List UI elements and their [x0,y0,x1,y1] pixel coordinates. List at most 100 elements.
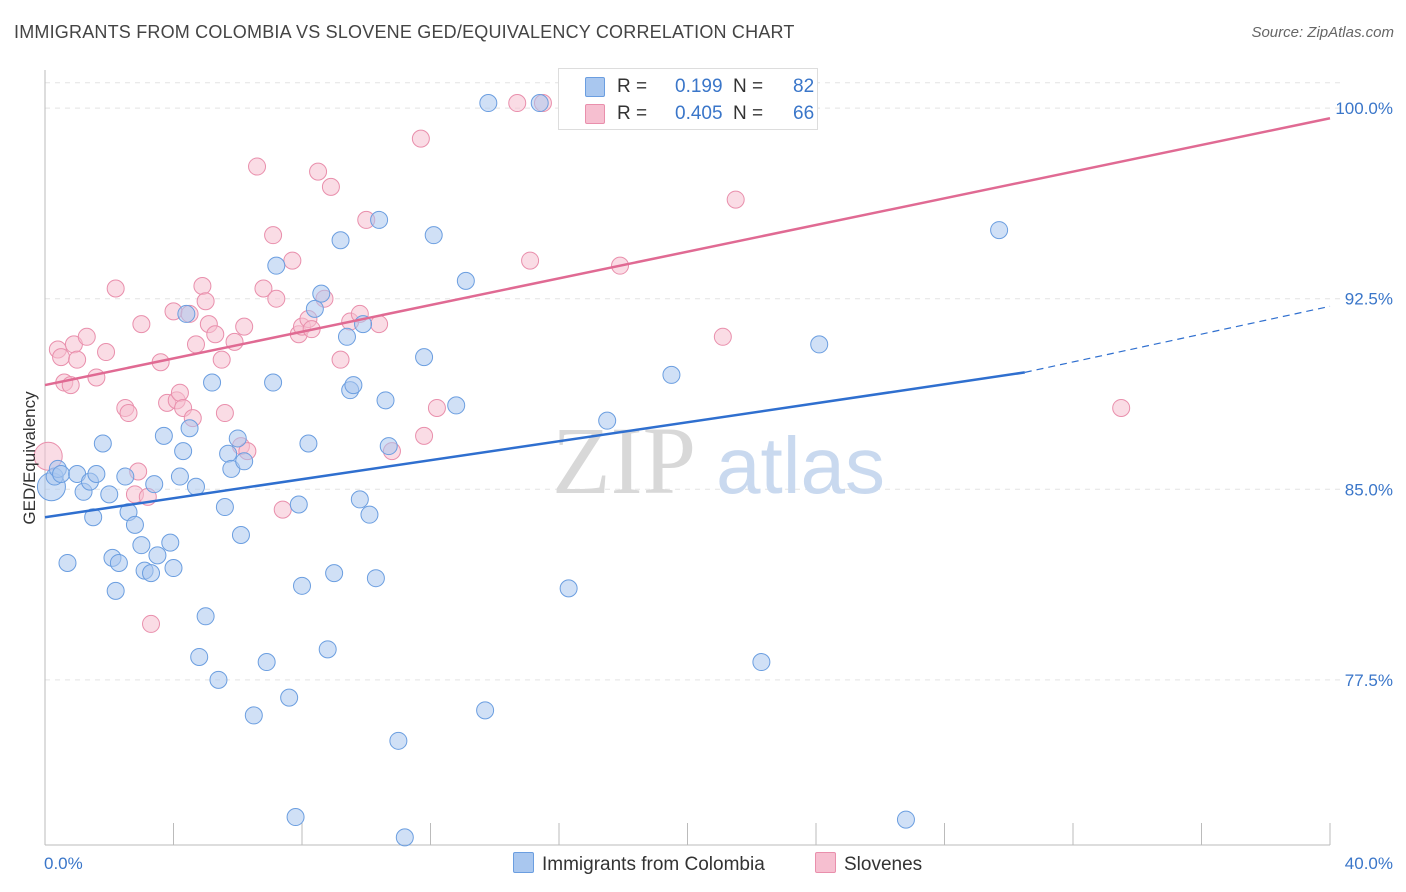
y-tick-label: 92.5% [1345,290,1393,309]
colombia-point [325,564,344,583]
bottom-legend-label: Immigrants from Colombia [542,854,765,875]
colombia-point [312,284,331,303]
legend-n-value: 82 [793,76,815,97]
slovene-point [713,327,732,346]
colombia-point [289,495,308,514]
slovene-point [97,343,116,362]
slovene-point [267,289,286,308]
colombia-point [180,419,199,438]
colombia-point [662,365,681,384]
colombia-point [219,444,238,463]
colombia-point [228,429,247,448]
bottom-legend-swatch-blue [513,852,534,873]
slovene-point [196,292,215,311]
slovene-point [726,190,745,209]
source-label: Source: ZipAtlas.com [1251,24,1394,41]
colombia-point [190,647,209,666]
stats-legend: R = 0.199 N = 82 R = 0.405 N = 66 [558,68,818,130]
colombia-point [896,810,915,829]
x-tick-label: 40.0% [1345,854,1393,873]
colombia-point [93,434,112,453]
slovene-point [170,383,189,402]
colombia-point [598,411,617,430]
slovene-point [52,348,71,367]
colombia-point [164,559,183,578]
colombia-point [235,452,254,471]
colombia-point [424,226,443,245]
bottom-legend-colombia: Immigrants from Colombia [513,852,765,876]
colombia-point [299,434,318,453]
colombia-point [196,607,215,626]
legend-swatch-blue [585,77,605,97]
colombia-point [305,299,324,318]
slovene-point [212,350,231,369]
colombia-point [177,304,196,323]
slovene-point [1112,398,1131,417]
colombia-point [293,576,311,595]
colombia-point [231,526,250,544]
colombia-point [209,670,228,689]
colombia-point [479,94,498,113]
slovene-point [415,426,434,445]
slovene-point [508,94,527,113]
slovene-point [273,500,292,519]
legend-swatch-pink [585,104,605,124]
slovene-point [321,177,340,196]
colombia-point [84,508,103,527]
colombia-point [106,581,125,600]
slovene-point [309,162,328,181]
slovene-point [248,157,267,176]
colombia-point [379,437,398,456]
colombia-point [376,391,395,410]
colombia-point [142,564,161,583]
colombia-point [116,467,135,486]
colombia-point [154,426,173,445]
colombia-point [447,396,466,415]
colombia-point [203,373,222,392]
colombia-point [337,327,356,346]
colombia-point [132,536,151,555]
colombia-trend-line [44,371,1025,519]
colombia-point [366,569,385,588]
colombia-point [559,579,578,598]
colombia-point [389,731,408,750]
colombia-point [170,467,189,486]
slovene-point [186,335,205,354]
legend-n-value: 66 [793,103,815,124]
slovene-point [331,350,350,369]
colombia-point [810,335,829,354]
bottom-legend-slovenes: Slovenes [815,852,922,876]
colombia-point [280,688,299,707]
colombia-point [174,442,193,461]
slovene-trend-line [44,117,1331,387]
colombia-point [318,640,337,659]
colombia-trend-extension [1024,305,1331,373]
colombia-point [125,515,144,534]
watermark-atlas: atlas [716,421,885,510]
colombia-point [286,808,305,827]
colombia-point [476,701,495,720]
colombia-point [109,553,128,572]
y-axis-label: GED/Equivalency [20,391,39,525]
slovene-point [521,251,540,270]
colombia-point [530,94,549,113]
colombia-point [148,546,167,565]
colombia-point [267,256,286,275]
colombia-point [145,475,164,494]
colombia-point [161,533,180,552]
y-tick-label: 77.5% [1345,671,1393,690]
colombia-point [360,505,379,524]
slovene-point [283,251,302,270]
colombia-point [370,210,389,229]
slovene-point [87,368,106,387]
legend-r-value: 0.199 [675,76,723,97]
colombia-point [752,653,771,672]
colombia-point [990,221,1009,240]
colombia-point [344,376,363,395]
colombia-point [331,231,350,250]
slovene-point [427,398,446,417]
slovene-point [68,350,87,369]
legend-r-value: 0.405 [675,103,723,124]
colombia-point [186,477,205,496]
slovene-point [254,279,273,298]
